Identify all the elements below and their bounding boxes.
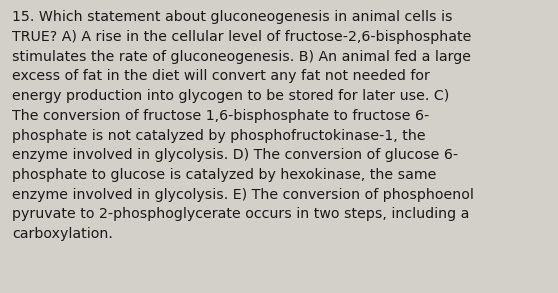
Text: 15. Which statement about gluconeogenesis in animal cells is
TRUE? A) A rise in : 15. Which statement about gluconeogenesi…: [12, 10, 474, 241]
